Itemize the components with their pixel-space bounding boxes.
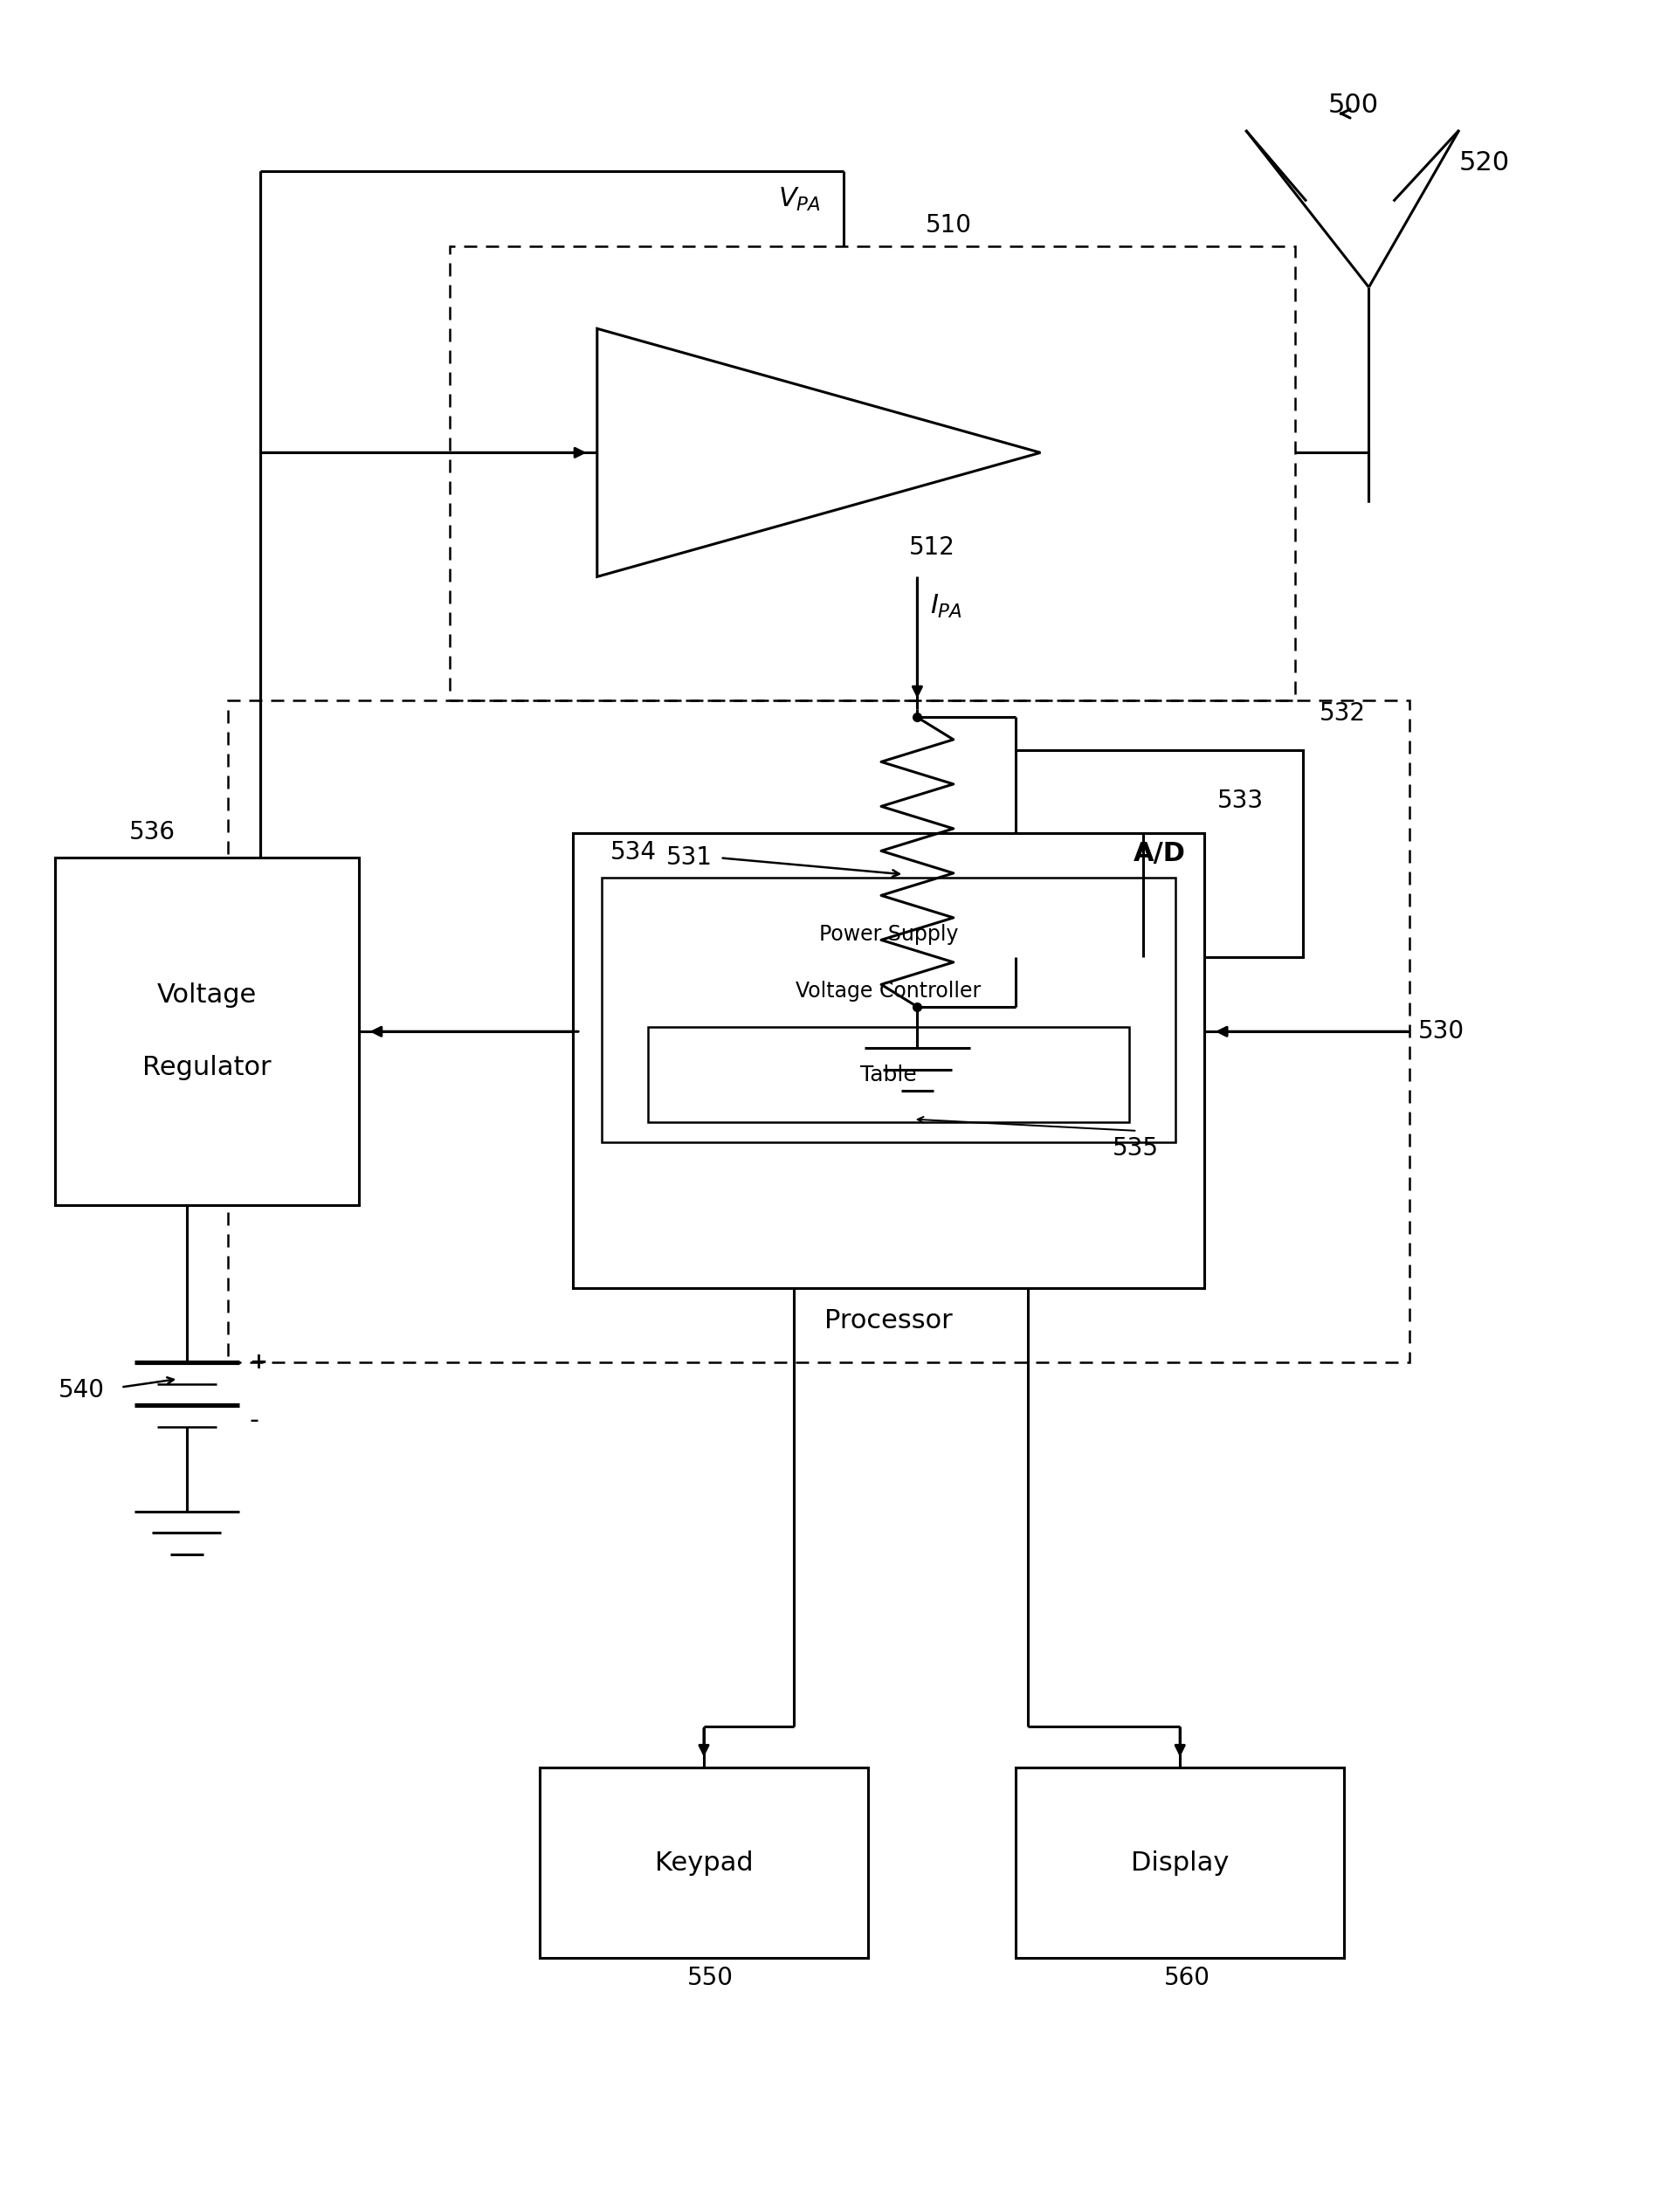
Text: 531: 531: [667, 845, 713, 869]
Bar: [572, 834, 1204, 1287]
Bar: [539, 1767, 868, 1958]
Text: $V_{PA}$: $V_{PA}$: [777, 186, 820, 212]
Bar: [602, 878, 1174, 1141]
Text: -: -: [250, 1407, 258, 1433]
Text: Display: Display: [1131, 1849, 1229, 1876]
Text: 500: 500: [1328, 93, 1378, 117]
Text: 510: 510: [926, 212, 973, 237]
Text: 560: 560: [1163, 1966, 1209, 1991]
Text: 534: 534: [610, 841, 657, 865]
Bar: [1016, 750, 1303, 958]
Text: Voltage: Voltage: [157, 982, 256, 1009]
Text: $I_{PA}$: $I_{PA}$: [931, 593, 963, 619]
Text: 550: 550: [688, 1966, 734, 1991]
Text: Regulator: Regulator: [142, 1055, 271, 1082]
Bar: [1016, 1767, 1345, 1958]
Text: A/D: A/D: [1133, 841, 1186, 867]
Text: Processor: Processor: [824, 1307, 953, 1334]
Text: Keypad: Keypad: [655, 1849, 753, 1876]
Text: 540: 540: [58, 1378, 104, 1402]
Text: 535: 535: [1113, 1135, 1159, 1161]
Text: 533: 533: [1217, 790, 1264, 814]
Text: 512: 512: [910, 535, 956, 560]
Text: +: +: [250, 1352, 268, 1374]
Text: 536: 536: [129, 821, 175, 845]
Text: Voltage Controller: Voltage Controller: [796, 980, 981, 1002]
Text: Power Supply: Power Supply: [819, 925, 958, 945]
Text: 520: 520: [1459, 150, 1510, 177]
Text: Table: Table: [860, 1064, 916, 1086]
Bar: [55, 858, 359, 1206]
Text: 532: 532: [1320, 701, 1366, 726]
Text: 530: 530: [1417, 1020, 1464, 1044]
Bar: [648, 1026, 1130, 1121]
